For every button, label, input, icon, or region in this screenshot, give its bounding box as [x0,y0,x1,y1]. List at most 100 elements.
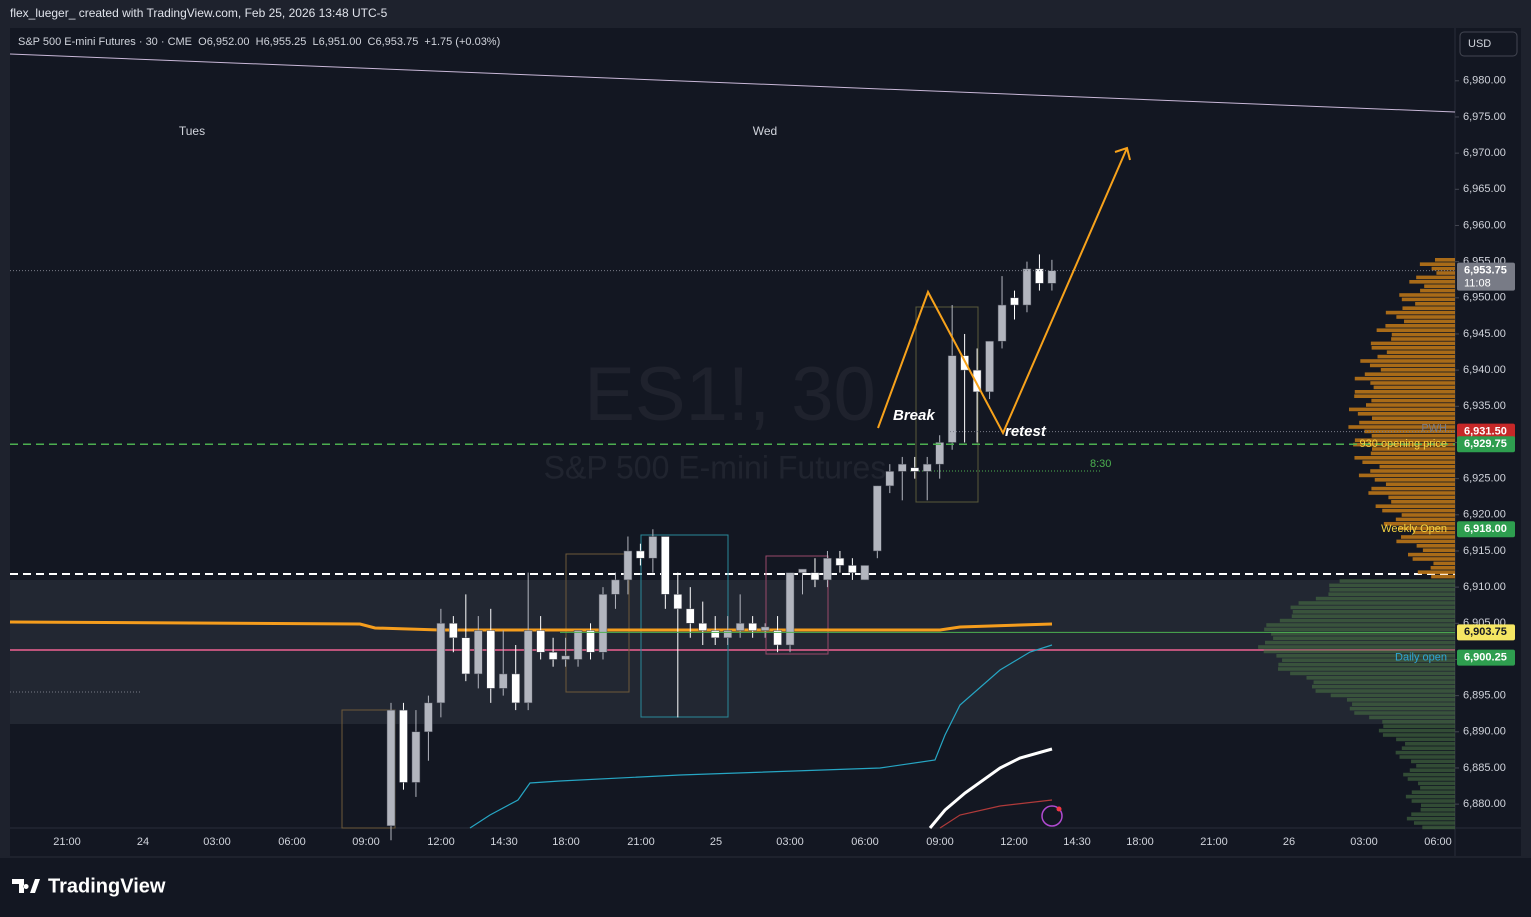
profile-bar [1411,799,1455,803]
time-tick-label: 09:00 [352,836,380,848]
candle-body [548,651,558,660]
candle-body [773,630,782,646]
annotation: retest [1005,423,1047,440]
candle-body [673,594,683,610]
profile-bar [1396,315,1455,319]
time-tick-label: 06:00 [1424,836,1452,848]
profile-bar [1374,478,1455,482]
price-tick-label: 6,910.00 [1463,581,1506,593]
profile-bar [1413,530,1455,535]
profile-bar [1263,649,1455,654]
candle-body [922,463,932,472]
profile-bar [1375,504,1455,508]
price-tick-label: 6,940.00 [1463,364,1506,376]
candle-body [997,304,1007,342]
candle-body [735,623,745,631]
profile-bar [1370,451,1455,456]
levels: PWH 930 opening price Weekly Open Daily ope… [10,270,1455,664]
profile-bar [1401,746,1455,750]
profile-bar [1406,816,1455,821]
profile-bar [1391,332,1455,337]
price-tick-label: 6,935.00 [1463,400,1506,412]
profile-bar [1365,403,1455,407]
trend-line [9,53,1456,113]
profile-bar [1266,623,1455,627]
profile-bar [1433,561,1455,566]
price-badge [1457,521,1515,538]
profile-bar [1383,522,1455,526]
profile-bar [1282,658,1455,662]
profile-bar [1403,772,1455,777]
profile-bar [1329,588,1455,592]
profile-bar [1346,698,1455,702]
profile-bar [1436,271,1455,275]
candle-body [823,557,832,581]
profile-bar [1371,346,1455,350]
time-tick-label: 18:00 [1126,836,1154,848]
price-tick-label: 6,975.00 [1463,111,1506,123]
price-tick-label: 6,980.00 [1463,75,1506,87]
candle-body [411,731,421,783]
profile-bar [1290,605,1455,610]
candles [386,254,1057,841]
profile-bar [1413,821,1455,825]
currency-button[interactable] [1459,31,1518,57]
profile-bar [1416,544,1455,548]
profile-bar [1405,742,1455,746]
time-note: 8:30 [1090,458,1111,470]
profile-bar [1315,689,1455,693]
candle-body [648,536,658,559]
alert-dot [1056,806,1062,812]
profile-bar [1376,328,1455,332]
level-label: PWH [1421,423,1447,435]
profile-bar [1371,434,1455,438]
alert-icon[interactable] [1041,805,1063,827]
profile-bar [1371,398,1455,403]
time-tick-label: 24 [137,836,149,848]
profile-bar [1264,640,1455,645]
profile-bar [1431,266,1455,271]
candle-body [947,355,957,443]
box [915,306,979,503]
profile-bar [1399,293,1455,297]
profile-bar [1358,473,1455,478]
profile-bar [1364,372,1455,376]
profile-bar [1412,557,1455,561]
price-tick-label: 6,920.00 [1463,509,1506,521]
profile-bar [1362,460,1455,464]
profile-bar [1396,539,1455,544]
price-badge-label: 6,900.25 [1464,652,1507,664]
profile-bar [1354,376,1455,381]
candle-body [598,594,608,653]
profile-bar [1354,711,1455,715]
vwap-line [939,799,1053,829]
candle-body [985,340,994,393]
price-tick-label: 6,895.00 [1463,690,1506,702]
profile-bar [1402,306,1455,310]
profile-bar [1411,759,1455,764]
price-tick-label: 6,925.00 [1463,473,1506,485]
candle-body [573,630,583,660]
price-tick-label: 6,915.00 [1463,545,1506,557]
price-badge-label: 6,929.75 [1464,438,1507,450]
logo-mark [12,879,40,893]
profile-bar [1371,416,1455,420]
currency-label: USD [1468,38,1491,50]
profile-bar [1330,693,1455,698]
candle-body [399,709,408,783]
candle-body [748,623,757,631]
profile-bar [1385,324,1455,328]
candle-body [511,673,520,704]
profile-bar [1396,737,1455,742]
profile-bar [1312,684,1455,689]
candle-body [698,623,707,631]
profile-bar [1409,768,1455,772]
profile-bar [1420,288,1455,293]
time-tick-label: 03:00 [776,836,804,848]
profile-bar [1416,275,1455,280]
profile-bar [1279,618,1455,623]
header-text: flex_lueger_ created with TradingView.co… [10,6,388,20]
